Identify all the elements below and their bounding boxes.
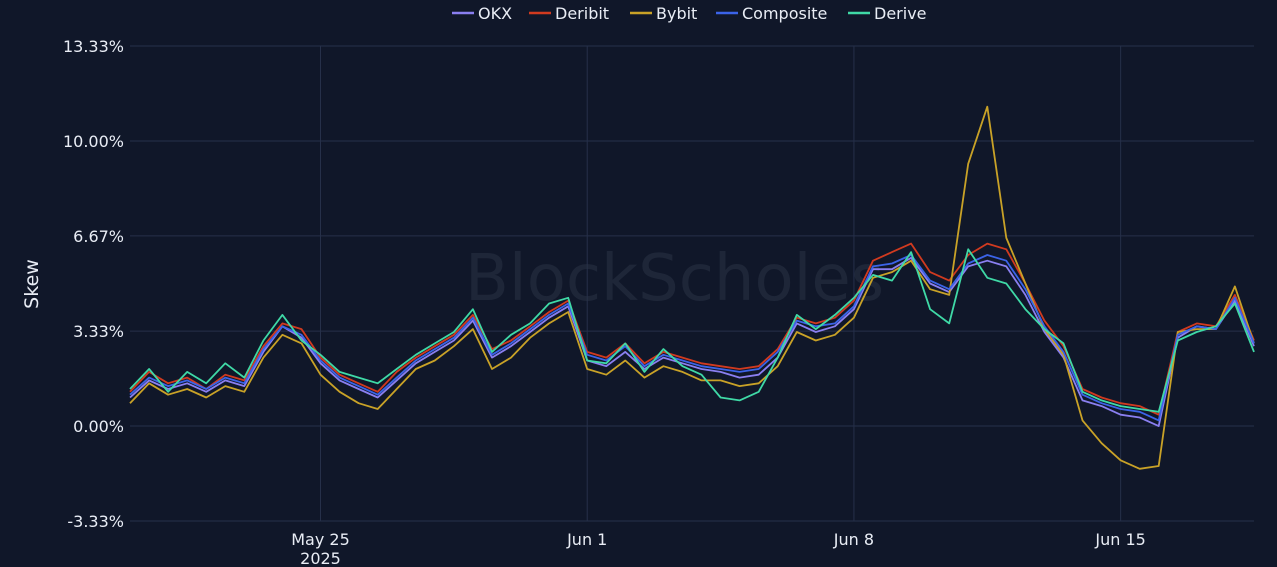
x-tick-sublabel: 2025 [300,549,341,567]
y-tick-label: 3.33% [73,322,124,341]
y-tick-label: 0.00% [73,417,124,436]
x-tick-label: Jun 8 [833,530,874,549]
series-lines [129,105,1255,470]
series-line-composite [129,254,1255,422]
legend-label: Deribit [555,4,609,23]
grid-lines [130,45,1254,522]
y-axis-label: Skew [21,259,43,309]
legend-label: Derive [874,4,927,23]
y-tick-label: 6.67% [73,227,124,246]
legend-label: Bybit [656,4,697,23]
x-tick-label: May 25 [291,530,350,549]
y-axis-ticks: 13.33% 10.00% 6.67% 3.33% 0.00% -3.33% [63,37,124,531]
y-tick-label: 10.00% [63,132,124,151]
series-line-derive [129,248,1255,413]
legend-label: Composite [742,4,827,23]
legend: OKX Deribit Bybit Composite Derive [452,4,927,23]
series-line-bybit [129,105,1255,470]
y-tick-label: -3.33% [67,512,124,531]
legend-label: OKX [478,4,512,23]
watermark: BlockScholes [465,242,884,316]
y-tick-label: 13.33% [63,37,124,56]
x-tick-label: Jun 1 [566,530,607,549]
x-tick-label: Jun 15 [1094,530,1145,549]
